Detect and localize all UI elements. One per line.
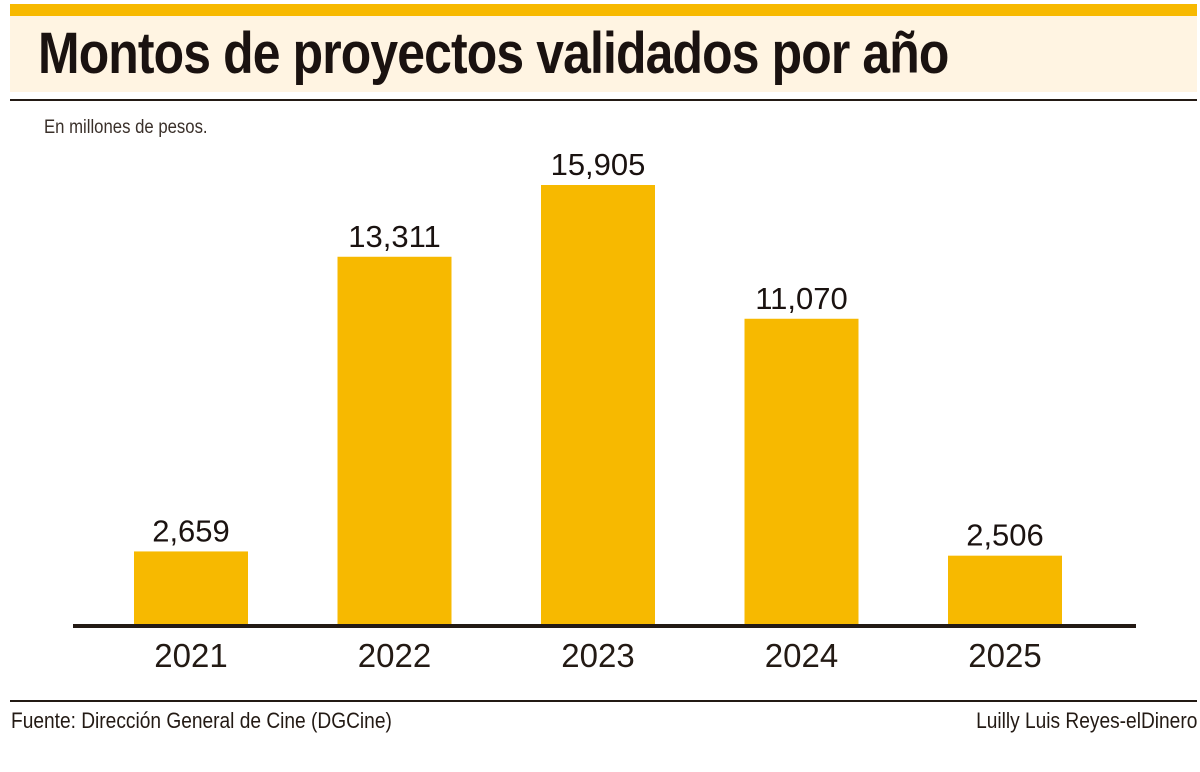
title-divider — [10, 99, 1197, 101]
value-label-2024: 11,070 — [755, 281, 848, 316]
category-label-2022: 2022 — [358, 637, 431, 674]
value-label-2022: 13,311 — [348, 219, 441, 254]
bar-2021 — [134, 551, 248, 625]
bar-2023 — [541, 185, 655, 625]
bar-2025 — [948, 555, 1062, 625]
chart-subtitle: En millones de pesos. — [44, 117, 208, 138]
title-band — [10, 16, 1197, 92]
credit-note: Luilly Luis Reyes-elDinero — [975, 708, 1197, 733]
bar-2022 — [337, 256, 452, 625]
bars-group — [134, 185, 1062, 625]
category-label-2025: 2025 — [968, 637, 1041, 674]
category-label-2024: 2024 — [765, 637, 838, 674]
value-label-2021: 2,659 — [152, 513, 230, 548]
value-label-2025: 2,506 — [966, 518, 1044, 553]
category-label-2023: 2023 — [561, 637, 634, 674]
accent-strip — [10, 4, 1197, 16]
bar-2024 — [744, 318, 859, 625]
value-label-2023: 15,905 — [551, 147, 646, 182]
chart-title: Montos de proyectos validados por año — [38, 21, 949, 86]
footer-divider — [10, 700, 1197, 702]
source-note: Fuente: Dirección General de Cine (DGCin… — [11, 708, 392, 733]
category-labels-group: 2021 2022 2023 2024 2025 — [154, 637, 1041, 674]
value-labels-group: 2,659 13,311 15,905 11,070 2,506 — [152, 147, 1044, 553]
category-label-2021: 2021 — [154, 637, 227, 674]
